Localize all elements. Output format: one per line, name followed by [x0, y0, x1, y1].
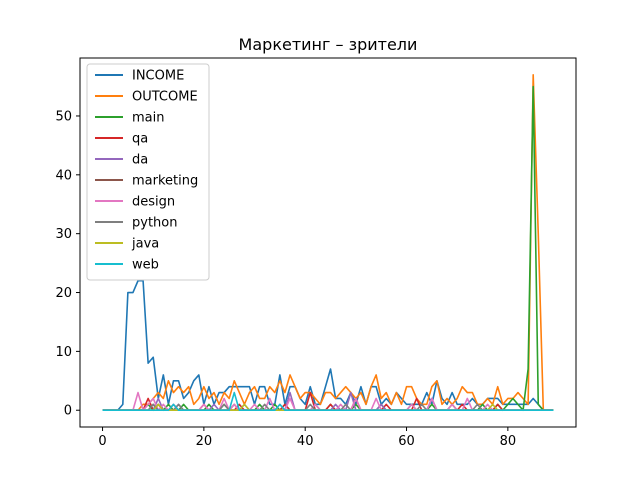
legend-item-web: web: [95, 258, 159, 273]
legend-label: marketing: [132, 174, 198, 189]
legend-label: da: [132, 153, 148, 168]
legend-item-design: design: [95, 195, 175, 210]
y-tick-label: 10: [55, 345, 72, 360]
legend-label: qa: [132, 132, 148, 147]
legend-label: OUTCOME: [132, 90, 198, 105]
y-tick-label: 50: [55, 109, 72, 124]
legend-item-main: main: [95, 111, 164, 126]
y-tick-label: 0: [64, 404, 72, 419]
legend-item-marketing: marketing: [95, 174, 198, 189]
x-tick-label: 20: [196, 434, 213, 449]
legend: INCOME OUTCOME main qa da marketing design pyth…: [86, 63, 210, 281]
series-line-income: [102, 279, 554, 412]
x-tick-label: 40: [297, 434, 314, 449]
axes-layer: 0 20 40 60 80 0 10 20 30 40 50: [55, 57, 577, 449]
x-tick-label: 0: [98, 434, 106, 449]
legend-item-da: da: [95, 153, 148, 168]
series-line-web: [102, 391, 554, 412]
y-tick-label: 30: [55, 227, 72, 242]
legend-label: python: [132, 216, 177, 231]
legend-label: main: [132, 111, 164, 126]
legend-item-java: java: [95, 237, 159, 252]
legend-item-python: python: [95, 216, 177, 231]
chart-title: Маркетинг – зрители: [239, 35, 418, 54]
legend-label: INCOME: [132, 69, 184, 84]
legend-label: web: [132, 258, 159, 273]
x-tick-label: 80: [500, 434, 517, 449]
series-layer: [102, 73, 554, 412]
y-tick-label: 40: [55, 168, 72, 183]
legend-item-income: INCOME: [95, 69, 184, 84]
x-tick-label: 60: [398, 434, 415, 449]
y-tick-label: 20: [55, 286, 72, 301]
legend-label: java: [131, 237, 159, 252]
legend-item-outcome: OUTCOME: [95, 90, 198, 105]
legend-label: design: [132, 195, 175, 210]
legend-item-qa: qa: [95, 132, 148, 147]
axes-frame: [79, 57, 577, 428]
